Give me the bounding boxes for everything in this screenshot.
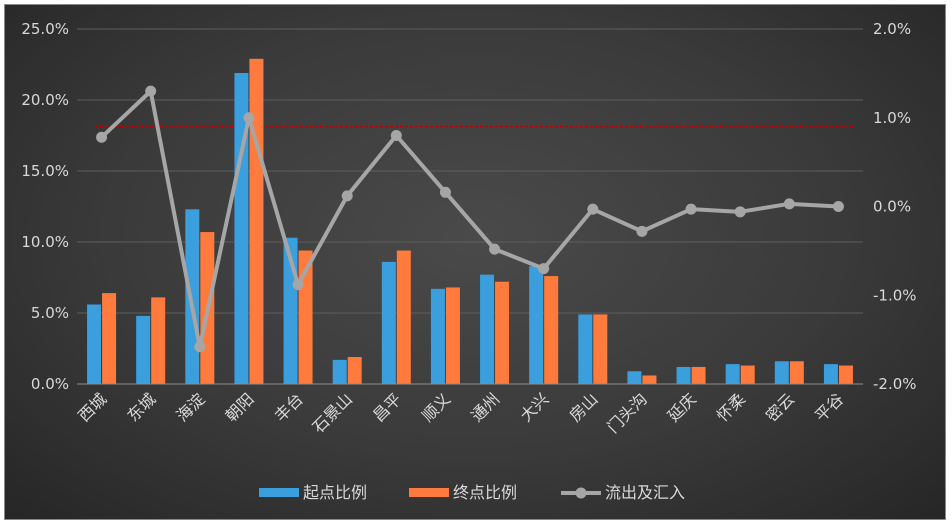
bar-end-ratio (396, 250, 411, 384)
line-marker (685, 203, 697, 215)
line-marker (145, 85, 157, 97)
bar-start-ratio (823, 364, 838, 384)
bar-end-ratio (740, 365, 755, 384)
bars (87, 58, 853, 385)
line-marker (341, 190, 353, 202)
legend: 起点比例 终点比例 流出及汇入 (259, 483, 685, 502)
x-category-label: 延庆 (664, 389, 700, 425)
bar-start-ratio (578, 314, 593, 384)
bar-end-ratio (789, 361, 804, 384)
y-right-tick-label: 0.0% (873, 198, 911, 216)
line-marker (587, 203, 599, 215)
y-right-tick-label: -2.0% (873, 375, 917, 393)
bar-start-ratio (627, 371, 642, 384)
bar-end-ratio (347, 357, 362, 384)
line-marker (243, 112, 255, 124)
x-category-label: 顺义 (418, 389, 454, 425)
bar-end-ratio (151, 297, 166, 384)
bar-end-ratio (691, 366, 706, 384)
legend-swatch-marker (575, 487, 587, 499)
x-category-label: 朝阳 (222, 389, 258, 425)
line-marker (832, 201, 844, 212)
bar-end-ratio (102, 293, 117, 384)
line-marker (636, 225, 648, 237)
legend-label: 终点比例 (453, 483, 517, 502)
x-category-label: 密云 (762, 389, 798, 425)
line-marker (292, 279, 304, 291)
y-right-tick-label: -1.0% (873, 286, 917, 304)
bar-end-ratio (593, 314, 608, 384)
x-category-label: 平谷 (811, 389, 847, 425)
x-category-label: 昌平 (369, 389, 405, 425)
bar-start-ratio (381, 261, 396, 384)
line-marker (538, 263, 550, 275)
bar-start-ratio (136, 315, 151, 384)
y-left-tick-label: 5.0% (31, 304, 69, 322)
x-category-label: 房山 (566, 389, 602, 425)
line-marker (96, 131, 108, 143)
y-left-tick-label: 20.0% (21, 91, 69, 109)
bar-start-ratio (430, 288, 445, 384)
bar-end-ratio (544, 276, 559, 384)
y-right-tick-label: 1.0% (873, 109, 911, 127)
x-category-label: 门头沟 (603, 389, 650, 436)
legend-label: 流出及汇入 (605, 483, 685, 502)
bar-start-ratio (87, 304, 102, 384)
line-path (100, 89, 839, 349)
line-series (96, 85, 844, 353)
legend-swatch-bar (409, 488, 449, 497)
line-marker (783, 198, 795, 210)
x-category-label: 西城 (74, 389, 110, 425)
y-left-tick-label: 0.0% (31, 375, 69, 393)
bar-start-ratio (676, 366, 691, 384)
y-right-tick-label: 2.0% (873, 20, 911, 38)
bar-end-ratio (838, 365, 853, 384)
x-category-label: 大兴 (516, 389, 552, 425)
bar-start-ratio (725, 364, 740, 384)
bar-start-ratio (332, 359, 347, 384)
chart-frame: 0.0% 5.0% 10.0% 15.0% 20.0% 25.0% -2.0% -1.0% 0.… (4, 4, 946, 520)
bar-end-ratio (642, 375, 657, 384)
bar-start-ratio (234, 73, 249, 385)
x-category-label: 丰台 (271, 389, 307, 425)
x-category-label: 通州 (467, 389, 503, 425)
x-category-label: 石景山 (309, 389, 356, 436)
x-category-label: 怀柔 (713, 389, 749, 425)
y-left-tick-label: 25.0% (21, 20, 69, 38)
bar-end-ratio (445, 287, 460, 384)
bar-end-ratio (495, 281, 510, 384)
bar-start-ratio (774, 361, 789, 384)
chart-svg: 0.0% 5.0% 10.0% 15.0% 20.0% 25.0% -2.0% -1.0% 0.… (21, 20, 917, 502)
y-left-tick-label: 10.0% (21, 233, 69, 251)
line-marker (439, 186, 451, 198)
x-category-label: 海淀 (173, 389, 209, 425)
line-marker (734, 206, 746, 218)
bar-end-ratio (249, 58, 264, 384)
legend-label: 起点比例 (303, 483, 367, 502)
bar-start-ratio (185, 209, 200, 384)
line-marker (390, 130, 402, 141)
legend-swatch-bar (259, 488, 299, 497)
line-marker (489, 243, 501, 255)
line-marker (194, 341, 206, 353)
bar-start-ratio (529, 266, 544, 384)
y-left-tick-label: 15.0% (21, 162, 69, 180)
bar-start-ratio (480, 274, 495, 384)
x-category-label: 东城 (123, 389, 159, 425)
